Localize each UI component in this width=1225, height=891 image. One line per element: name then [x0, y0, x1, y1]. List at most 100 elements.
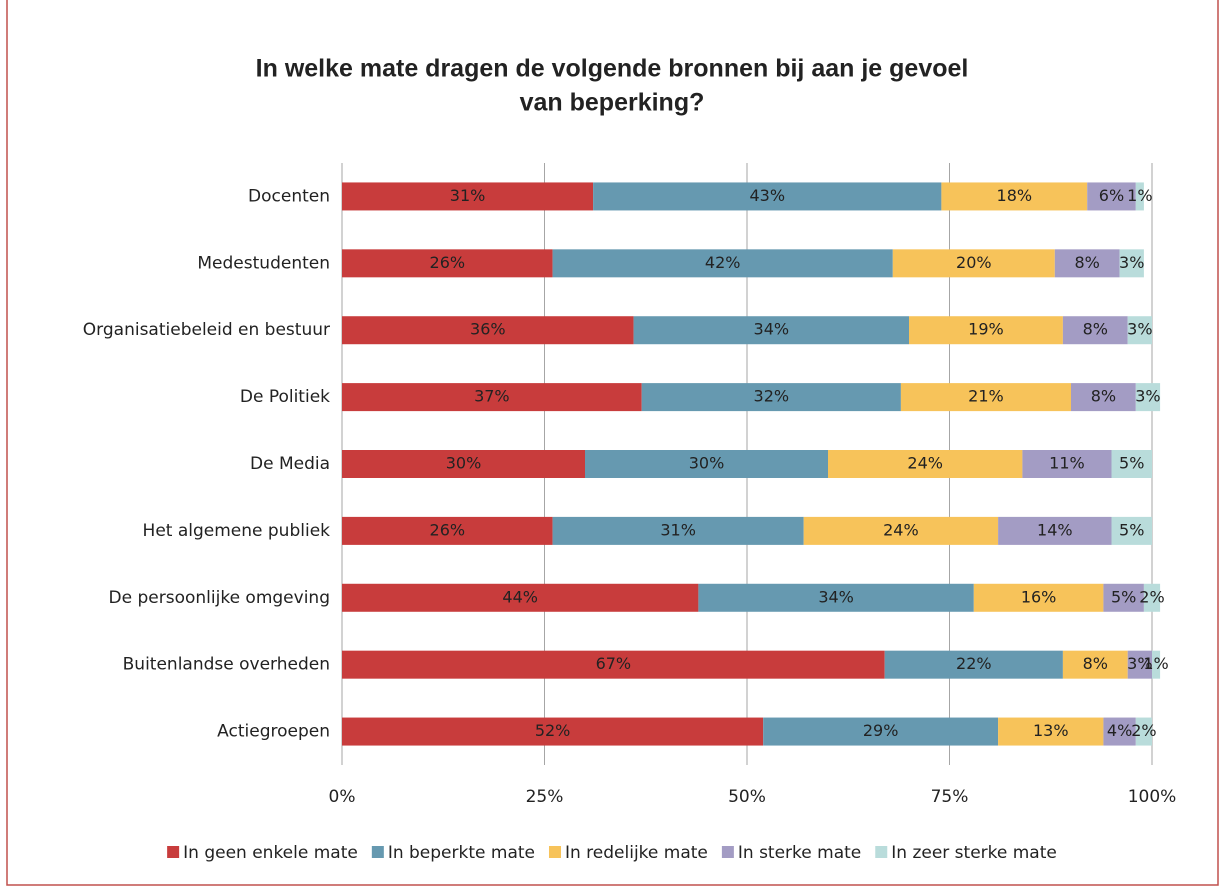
bar-segment	[698, 583, 974, 612]
bar-segment	[342, 516, 553, 545]
bar-segment	[900, 383, 1071, 412]
value-label: 4%	[1107, 721, 1132, 740]
value-label: 31%	[450, 186, 486, 205]
bar-segment	[803, 516, 999, 545]
value-label: 44%	[502, 587, 538, 606]
value-label: 20%	[956, 253, 992, 272]
bar-segment	[1152, 650, 1161, 679]
value-label: 16%	[1021, 587, 1057, 606]
bar-segment	[1103, 717, 1136, 746]
bar-segment	[342, 249, 553, 278]
value-label: 29%	[863, 721, 899, 740]
bar-segment	[1135, 182, 1144, 211]
value-label: 34%	[754, 320, 790, 339]
y-tick-label: De persoonlijke omgeving	[109, 588, 330, 608]
bar-segment	[1062, 650, 1128, 679]
bar-segment	[342, 316, 634, 345]
value-label: 13%	[1033, 721, 1069, 740]
value-label: 14%	[1037, 520, 1073, 539]
bar-segment	[1071, 383, 1136, 412]
y-tick-label: Docenten	[248, 186, 330, 206]
value-label: 22%	[956, 654, 992, 673]
legend-swatch	[875, 846, 888, 858]
bar-segment	[1127, 316, 1152, 345]
bar-segment	[1022, 450, 1112, 478]
value-label: 8%	[1083, 654, 1108, 673]
value-label: 31%	[660, 520, 696, 539]
value-label: 24%	[883, 520, 919, 539]
value-label: 1%	[1127, 186, 1152, 205]
bar-segment	[973, 583, 1104, 612]
value-label: 42%	[705, 253, 741, 272]
value-label: 5%	[1119, 520, 1144, 539]
x-tick-label: 100%	[1128, 787, 1177, 807]
bar-segment	[641, 383, 901, 412]
x-tick-label: 50%	[728, 787, 766, 807]
bar-segment	[1127, 650, 1152, 679]
bar-segment	[1111, 450, 1152, 478]
value-label: 8%	[1075, 253, 1100, 272]
frame	[6, 0, 1219, 886]
bar-segment	[633, 316, 909, 345]
bar-segment	[342, 717, 764, 746]
legend-label: In zeer sterke mate	[891, 843, 1057, 863]
bar-segment	[1143, 583, 1161, 612]
bar-segment	[998, 516, 1112, 545]
y-tick-label: Medestudenten	[197, 253, 330, 273]
bar-segment	[909, 316, 1063, 345]
value-label: 26%	[430, 520, 466, 539]
value-label: 30%	[689, 454, 725, 473]
value-label: 8%	[1091, 387, 1116, 406]
value-label: 26%	[430, 253, 466, 272]
bar-segment	[552, 516, 804, 545]
x-tick-label: 0%	[329, 787, 356, 807]
value-label: 18%	[997, 186, 1033, 205]
bar-segment	[763, 717, 999, 746]
chart-title: In welke mate dragen de volgende bronnen…	[256, 55, 969, 83]
value-label: 32%	[754, 387, 790, 406]
legend-swatch	[721, 846, 734, 858]
bar-segment	[1111, 516, 1152, 545]
value-label: 52%	[535, 721, 571, 740]
bar-segment	[828, 450, 1023, 478]
y-tick-label: Organisatiebeleid en bestuur	[83, 320, 330, 340]
value-label: 3%	[1135, 387, 1160, 406]
y-tick-label: De Media	[250, 454, 330, 474]
bar-segment	[1135, 717, 1152, 746]
value-label: 43%	[749, 186, 785, 205]
legend-label: In geen enkele mate	[183, 843, 358, 863]
value-label: 30%	[446, 454, 482, 473]
bar-segment	[1119, 249, 1144, 278]
value-label: 11%	[1049, 454, 1085, 473]
bar-segment	[593, 182, 942, 211]
value-label: 2%	[1139, 587, 1164, 606]
x-tick-label: 75%	[931, 787, 969, 807]
value-label: 24%	[907, 454, 943, 473]
value-label: 6%	[1099, 186, 1124, 205]
bar-segment	[342, 182, 594, 211]
legend-label: In sterke mate	[738, 843, 861, 863]
value-label: 34%	[818, 587, 854, 606]
bar-segment	[1135, 383, 1161, 412]
bar-segment	[342, 583, 699, 612]
bar-segment	[892, 249, 1055, 278]
bar-segment	[342, 450, 585, 478]
y-tick-label: Het algemene publiek	[143, 521, 331, 541]
bar-segment	[552, 249, 893, 278]
legend-label: In beperkte mate	[388, 843, 535, 863]
bar-segment	[585, 450, 828, 478]
value-label: 2%	[1131, 721, 1156, 740]
legend-swatch	[548, 846, 561, 858]
bar-segment	[884, 650, 1063, 679]
bar-segment	[941, 182, 1088, 211]
bar-segment	[1062, 316, 1128, 345]
value-label: 21%	[968, 387, 1004, 406]
value-label: 37%	[474, 387, 510, 406]
legend-label: In redelijke mate	[565, 843, 708, 863]
chart-title: van beperking?	[520, 89, 705, 117]
bar-segment	[1054, 249, 1120, 278]
value-label: 36%	[470, 320, 506, 339]
legend-swatch	[371, 846, 384, 858]
value-label: 19%	[968, 320, 1004, 339]
